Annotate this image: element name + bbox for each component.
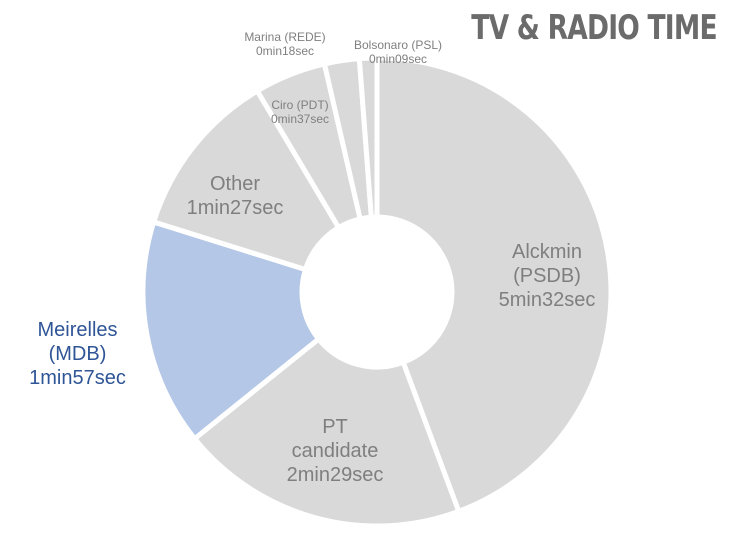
- slice-label: Meirelles (MDB) 1min57sec: [10, 318, 145, 390]
- chart-title: TV & RADIO TIME: [471, 8, 717, 48]
- category-label: Other: [209, 173, 261, 195]
- value-label: 0min09sec: [368, 52, 428, 67]
- category-label: Marina (REDE): [244, 30, 326, 44]
- category-label: Bolsonaro (PSL): [353, 38, 443, 52]
- slice: [356, 55, 380, 220]
- slice: [374, 55, 614, 515]
- category-label: Meirelles (MDB): [37, 319, 118, 365]
- value-label: 1min27sec: [186, 197, 284, 219]
- slice-label: Ciro (PDT) 0min37sec: [250, 98, 350, 127]
- category-label: Alckmin (PSDB): [511, 241, 582, 287]
- slice: [140, 218, 323, 443]
- value-label: 5min32sec: [498, 289, 596, 311]
- slice-label: Alckmin (PSDB) 5min32sec: [487, 240, 607, 312]
- slice-label: Bolsonaro (PSL) 0min09sec: [343, 38, 453, 67]
- slice-label: Marina (REDE) 0min18sec: [220, 30, 350, 59]
- category-label: Ciro (PDT): [271, 98, 329, 112]
- value-label: 2min29sec: [286, 464, 384, 486]
- slice-label: PT candidate 2min29sec: [280, 415, 390, 487]
- slice: [150, 87, 343, 273]
- value-label: 1min57sec: [29, 367, 126, 389]
- value-label: 0min18sec: [255, 44, 315, 59]
- value-label: 0min37sec: [270, 112, 330, 127]
- category-label: PT candidate: [291, 416, 379, 462]
- slice-label: Other 1min27sec: [170, 172, 300, 220]
